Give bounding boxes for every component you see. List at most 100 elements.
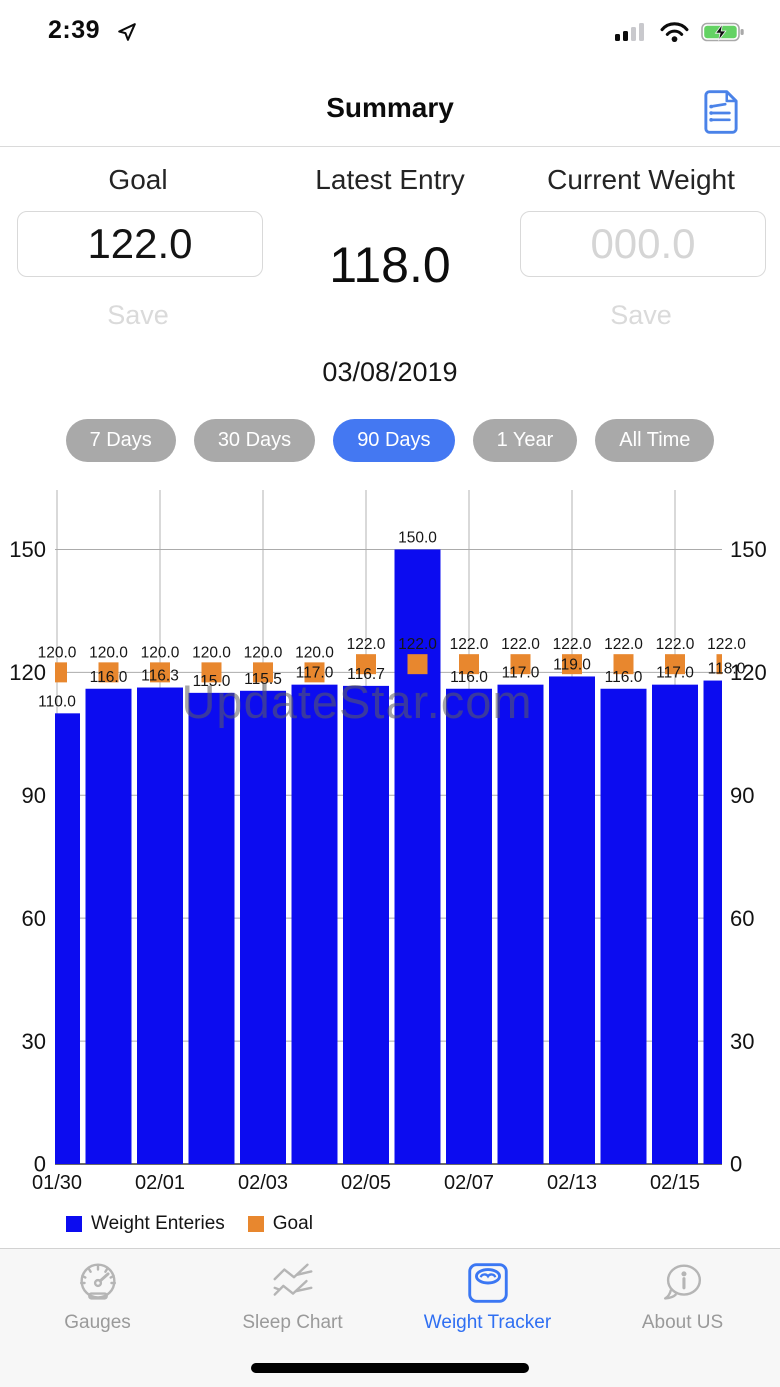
weight-bar[interactable]: [600, 688, 647, 1164]
weight-bar[interactable]: [703, 680, 750, 1164]
svg-text:90: 90: [22, 783, 46, 808]
signal-icon: [614, 21, 648, 48]
svg-text:02/05: 02/05: [341, 1172, 391, 1194]
wifi-icon: [659, 21, 690, 48]
svg-text:30: 30: [730, 1029, 754, 1054]
scale-icon: [463, 1258, 513, 1311]
location-arrow-icon: [116, 21, 138, 48]
weight-bar[interactable]: [549, 676, 595, 1164]
report-document-button[interactable]: [698, 88, 744, 138]
goal-marker: [55, 662, 67, 683]
range-button-all-time[interactable]: All Time: [595, 419, 715, 462]
svg-text:01/30: 01/30: [32, 1172, 82, 1194]
legend-swatch-weight-enteries: [66, 1216, 82, 1232]
svg-text:60: 60: [730, 906, 754, 931]
tab-weight-tracker[interactable]: Weight Tracker: [390, 1249, 585, 1387]
svg-text:122.0: 122.0: [707, 636, 746, 653]
document-list-icon: [699, 90, 743, 139]
range-button-30-days[interactable]: 30 Days: [193, 419, 316, 462]
svg-text:116.0: 116.0: [450, 669, 488, 686]
goal-marker: [304, 662, 325, 683]
home-indicator[interactable]: [251, 1363, 529, 1373]
current-weight-save-button[interactable]: Save: [604, 299, 678, 332]
svg-text:110.0: 110.0: [38, 693, 76, 710]
current-weight-label: Current Weight: [547, 164, 735, 195]
weight-bar[interactable]: [652, 684, 698, 1164]
goal-marker: [459, 654, 479, 675]
sleep-chart-icon: [268, 1258, 318, 1311]
weight-bar[interactable]: [497, 684, 544, 1164]
svg-text:120.0: 120.0: [192, 644, 231, 661]
svg-text:0: 0: [34, 1152, 46, 1177]
svg-text:116.0: 116.0: [90, 669, 128, 686]
weight-bar[interactable]: [240, 690, 286, 1164]
entry-date: 03/08/2019: [322, 357, 458, 387]
goal-marker: [613, 654, 634, 675]
svg-text:120: 120: [9, 660, 46, 685]
weight-bar[interactable]: [394, 549, 441, 1164]
weight-bar[interactable]: [188, 692, 235, 1164]
svg-text:119.0: 119.0: [553, 656, 591, 673]
svg-text:117.0: 117.0: [502, 665, 540, 682]
tab-label: Sleep Chart: [242, 1312, 343, 1333]
goal-input[interactable]: [17, 211, 263, 277]
status-bar: 2:39: [0, 0, 780, 60]
svg-text:122.0: 122.0: [347, 636, 386, 653]
weight-bar[interactable]: [291, 684, 338, 1164]
goal-save-button[interactable]: Save: [101, 299, 175, 332]
svg-text:120.0: 120.0: [141, 644, 180, 661]
svg-text:118.0: 118.0: [708, 661, 746, 678]
range-button-7-days[interactable]: 7 Days: [65, 419, 176, 462]
weight-bar[interactable]: [34, 713, 80, 1164]
range-button-1-year[interactable]: 1 Year: [472, 419, 578, 462]
latest-entry-label: Latest Entry: [315, 164, 465, 195]
svg-text:115.5: 115.5: [244, 671, 282, 688]
goal-marker: [665, 654, 685, 675]
legend-label: Weight Enteries: [91, 1213, 225, 1234]
svg-text:150: 150: [9, 537, 46, 562]
svg-text:122.0: 122.0: [553, 636, 592, 653]
weight-bar[interactable]: [137, 687, 183, 1164]
latest-entry-value: 118.0: [329, 237, 451, 293]
svg-text:02/01: 02/01: [135, 1172, 185, 1194]
tab-label: Weight Tracker: [423, 1312, 552, 1333]
tab-about-us[interactable]: About US: [585, 1249, 780, 1387]
svg-text:120.0: 120.0: [38, 644, 77, 661]
goal-marker: [510, 654, 531, 675]
goal-marker: [562, 654, 582, 675]
svg-text:02/13: 02/13: [547, 1172, 597, 1194]
svg-text:122.0: 122.0: [398, 636, 437, 653]
svg-text:02/03: 02/03: [238, 1172, 288, 1194]
svg-text:150: 150: [730, 537, 767, 562]
weight-chart: 110.0 116.0 116.3 115.0 115.5 117.0 116.7 150.0…: [0, 488, 780, 1200]
svg-text:117.0: 117.0: [296, 665, 334, 682]
legend-label: Goal: [272, 1213, 313, 1234]
goal-marker: [201, 662, 222, 683]
svg-text:30: 30: [22, 1029, 46, 1054]
weight-bar[interactable]: [85, 688, 132, 1164]
chart-legend: Weight Enteries Goal: [66, 1213, 313, 1235]
range-button-90-days[interactable]: 90 Days: [333, 419, 455, 462]
goal-section: Goal Save: [17, 164, 263, 332]
goal-marker: [98, 662, 119, 683]
svg-text:120: 120: [730, 660, 767, 685]
svg-text:60: 60: [22, 906, 46, 931]
weight-bar[interactable]: [343, 685, 389, 1164]
tab-label: Gauges: [64, 1312, 131, 1333]
goal-marker: [356, 654, 376, 675]
gauge-icon: [73, 1258, 123, 1311]
weight-bar[interactable]: [446, 688, 492, 1164]
svg-text:90: 90: [730, 783, 754, 808]
tab-gauges[interactable]: Gauges: [0, 1249, 195, 1387]
legend-swatch-goal: [247, 1216, 264, 1232]
tab-sleep-chart[interactable]: Sleep Chart: [195, 1249, 390, 1387]
svg-text:122.0: 122.0: [604, 636, 643, 653]
svg-text:120.0: 120.0: [295, 644, 334, 661]
svg-text:117.0: 117.0: [656, 665, 694, 682]
svg-text:0: 0: [730, 1152, 742, 1177]
tab-label: About US: [641, 1312, 724, 1333]
header: Summary: [0, 60, 780, 147]
current-weight-input[interactable]: [520, 211, 766, 277]
page-title: Summary: [326, 92, 454, 123]
svg-text:122.0: 122.0: [656, 636, 695, 653]
